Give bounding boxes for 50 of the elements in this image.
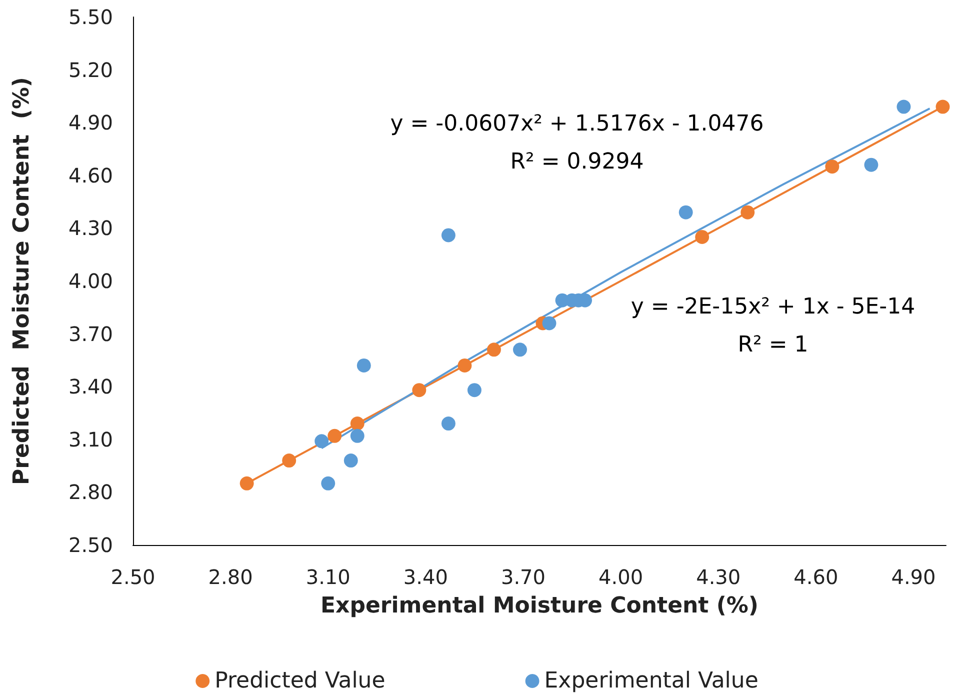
point [441, 228, 456, 242]
point [412, 383, 426, 398]
point [350, 428, 364, 443]
x-tick-label: 4.90 [891, 565, 936, 589]
point [936, 100, 950, 114]
y-tick-label: 4.60 [68, 163, 113, 188]
x-axis-title: Experimental Moisture Content (%) [320, 594, 758, 618]
annotation: y = -0.0607x² + 1.5176x - 1.0476 R² = 0.9294 [390, 112, 764, 174]
point [542, 316, 556, 330]
point [328, 428, 342, 443]
y-tick-label: 3.70 [68, 322, 113, 346]
x-tick-label: 2.80 [208, 565, 253, 589]
point [356, 358, 371, 372]
point [695, 230, 710, 244]
point [740, 205, 755, 220]
y-tick-label: 3.10 [68, 427, 113, 452]
y-tick-label: 3.40 [68, 374, 113, 399]
y-tick-label: 4.30 [68, 216, 113, 240]
legend-label: Predicted Value [214, 668, 386, 694]
point [321, 476, 336, 490]
point [467, 383, 482, 398]
legend-label: Experimental Value [544, 668, 758, 694]
y-tick-label: 5.20 [68, 58, 113, 82]
y-tick-label: 2.80 [68, 480, 113, 504]
x-tick-label: 4.30 [696, 565, 741, 589]
point [344, 454, 358, 468]
point [825, 160, 840, 174]
point [458, 358, 472, 372]
point [486, 342, 501, 357]
y-tick-label: 5.50 [68, 5, 113, 29]
x-tick-label: 4.60 [794, 565, 838, 589]
point [864, 158, 878, 172]
y-tick-label: 4.90 [68, 110, 113, 135]
point [240, 476, 254, 490]
point [896, 100, 911, 114]
point [441, 416, 456, 431]
x-tick-label: 2.50 [110, 565, 156, 589]
y-axis-title: Predicted Moisture Content (%) [10, 77, 34, 485]
point [282, 454, 296, 468]
x-tick-label: 4.00 [598, 565, 644, 589]
x-tick-label: 3.10 [306, 565, 350, 589]
point [314, 434, 329, 448]
point [350, 416, 364, 431]
x-tick-label: 3.70 [500, 565, 546, 589]
point [678, 205, 693, 220]
x-tick-label: 3.40 [403, 565, 448, 589]
point [513, 342, 527, 357]
y-tick-label: 2.50 [68, 533, 113, 557]
annotation: y = -2E-15x² + 1x - 5E-14 R² = 1 [630, 294, 916, 358]
y-tick-label: 4.00 [68, 269, 113, 293]
